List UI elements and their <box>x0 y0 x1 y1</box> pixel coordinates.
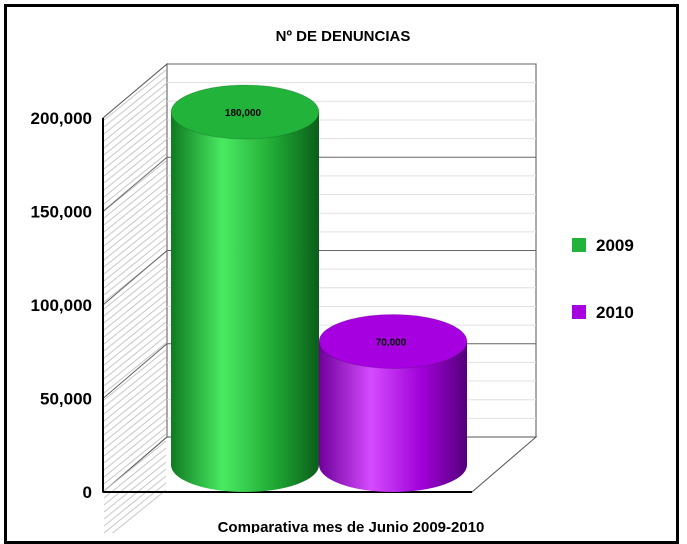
y-tick-label: 0 <box>83 483 92 502</box>
bar-body <box>319 341 467 492</box>
y-tick-labels: 0 50,000 100,000 150,000 200,000 <box>31 109 92 502</box>
legend: 2009 2010 <box>572 236 634 322</box>
chart-title: Nº DE DENUNCIAS <box>276 28 411 45</box>
legend-label: 2010 <box>596 303 634 322</box>
cylinder-bar-chart: 0 50,000 100,000 150,000 200,000 180,000 70,0… <box>31 28 634 533</box>
gridline-side <box>102 343 168 399</box>
bar-body <box>171 112 319 492</box>
y-tick-label: 200,000 <box>31 109 92 128</box>
bar-top <box>318 313 468 369</box>
bar-2009: 180,000 <box>170 84 320 492</box>
bar-2010: 70,000 <box>318 313 468 492</box>
y-tick-label: 100,000 <box>31 296 92 315</box>
bars-layer: 180,000 70,000 <box>170 84 468 492</box>
legend-swatch <box>572 305 586 319</box>
y-tick-label: 50,000 <box>40 390 92 409</box>
data-label: 180,000 <box>225 108 262 119</box>
x-axis-label: Comparativa mes de Junio 2009-2010 <box>218 519 485 533</box>
y-tick-label: 150,000 <box>31 203 92 222</box>
bar-top <box>170 84 320 140</box>
legend-label: 2009 <box>596 236 634 255</box>
chart-stage: 0 50,000 100,000 150,000 200,000 180,000 70,0… <box>4 4 679 544</box>
legend-swatch <box>572 238 586 252</box>
hatch-pattern <box>103 69 167 533</box>
gridline-side <box>102 63 168 119</box>
gridline-side <box>102 156 168 212</box>
data-label: 70,000 <box>376 337 407 348</box>
gridline-side <box>102 250 168 306</box>
